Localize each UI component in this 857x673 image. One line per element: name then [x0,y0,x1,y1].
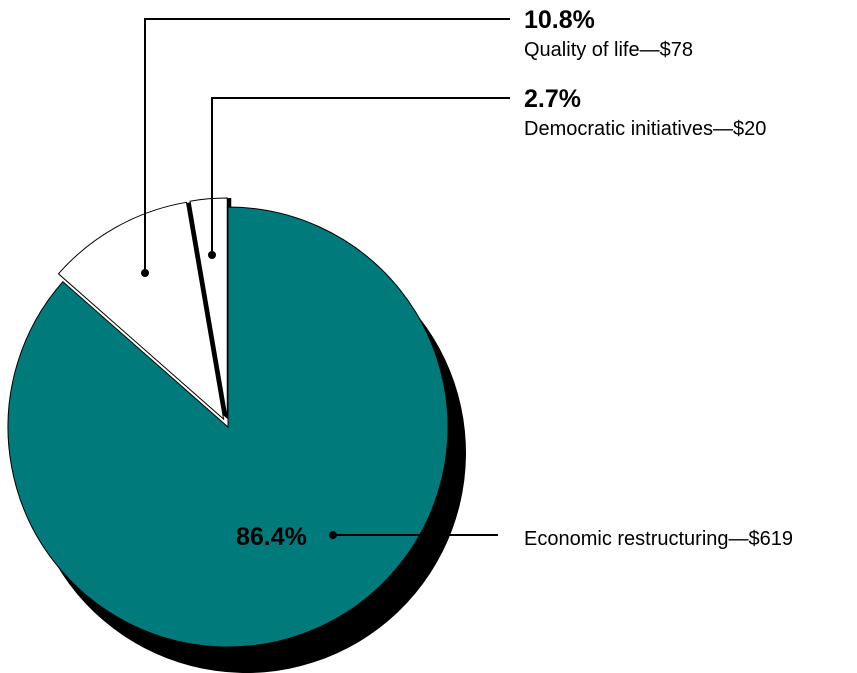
percent-label-economic-restructuring: 86.4% [236,523,307,551]
category-label-quality-of-life: Quality of life—$78 [524,39,693,61]
category-label-democratic-initiatives: Democratic initiatives—$20 [524,118,766,140]
percent-label-quality-of-life: 10.8% [524,6,595,34]
percent-label-democratic-initiatives: 2.7% [524,85,581,113]
leader-layer [141,18,510,539]
label-layer: 86.4% Economic restructuring—$619 10.8% Qua… [236,6,793,551]
pie-slice-democratic-initiatives [189,197,228,419]
pie-slice-economic-restructuring [7,206,449,648]
category-label-economic-restructuring: Economic restructuring—$619 [524,528,793,550]
slice-layer [7,197,449,648]
pie-slice-quality-of-life [57,201,225,421]
leader-line-democratic-initiatives [211,97,510,255]
leader-line-quality-of-life [144,18,510,273]
